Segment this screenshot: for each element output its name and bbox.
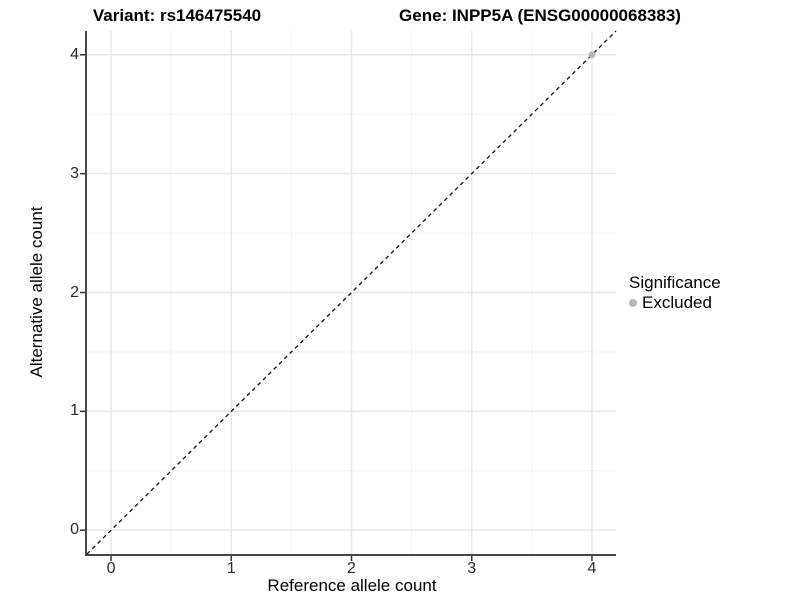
legend-title: Significance	[629, 273, 721, 292]
y-tick-label: 3	[70, 164, 79, 182]
legend: Significance Excluded	[629, 273, 721, 312]
y-tick-label: 0	[70, 521, 79, 539]
x-tick-label: 2	[347, 560, 356, 577]
variant-title: Variant: rs146475540	[92, 6, 262, 25]
x-tick-label: 1	[226, 560, 236, 577]
legend-item-label: Excluded	[642, 293, 712, 312]
x-tick-label: 4	[587, 560, 597, 577]
x-tick-label: 3	[467, 560, 477, 577]
data-point	[588, 51, 596, 59]
y-tick-label: 1	[70, 402, 79, 420]
y-axis-title: Alternative allele count	[27, 206, 46, 378]
identity-line	[86, 30, 617, 555]
y-tick-label: 2	[70, 283, 79, 301]
legend-item: Excluded	[629, 293, 721, 312]
x-tick-label: 0	[106, 560, 116, 577]
legend-point-icon	[629, 298, 637, 307]
gene-title: Gene: INPP5A (ENSG00000068383)	[399, 6, 681, 25]
x-axis-title: Reference allele count	[267, 576, 437, 595]
y-tick-label: 4	[70, 45, 79, 63]
